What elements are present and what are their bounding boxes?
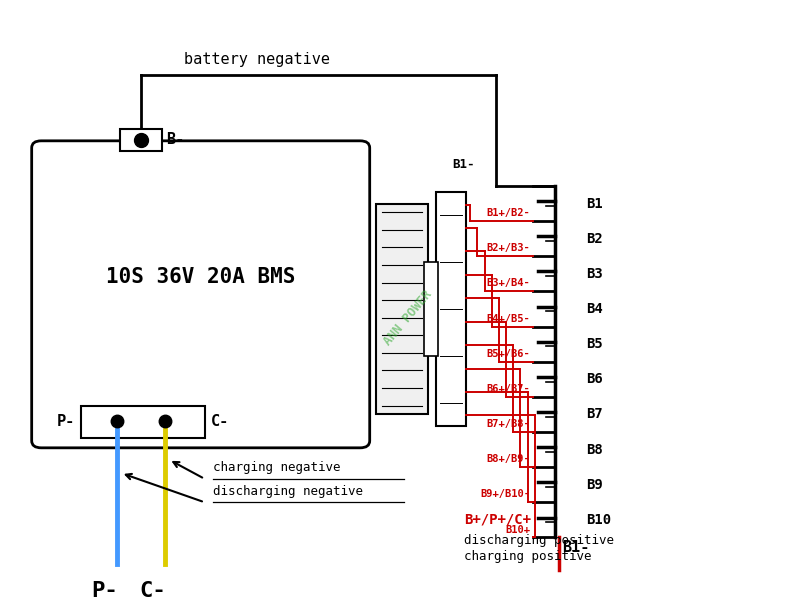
Text: B1-: B1- bbox=[452, 158, 474, 172]
Text: B4+/B5-: B4+/B5- bbox=[486, 313, 530, 324]
Bar bbox=[120, 129, 162, 151]
Text: battery negative: battery negative bbox=[183, 52, 330, 67]
Text: B9+/B10-: B9+/B10- bbox=[480, 489, 530, 500]
Text: B5: B5 bbox=[586, 337, 602, 351]
Text: B4: B4 bbox=[586, 302, 602, 316]
Text: B8: B8 bbox=[586, 443, 602, 457]
Text: B3+/B4-: B3+/B4- bbox=[486, 278, 530, 289]
Text: B7: B7 bbox=[586, 408, 602, 422]
Text: discharging negative: discharging negative bbox=[213, 484, 362, 498]
Text: B1-: B1- bbox=[562, 540, 589, 555]
Text: B1: B1 bbox=[586, 196, 602, 211]
Text: C-: C- bbox=[211, 414, 230, 429]
Text: B6+/B7-: B6+/B7- bbox=[486, 384, 530, 394]
Text: B2+/B3-: B2+/B3- bbox=[486, 243, 530, 253]
Text: B1+/B2-: B1+/B2- bbox=[486, 208, 530, 218]
Text: B-: B- bbox=[166, 132, 185, 147]
Text: B8+/B9-: B8+/B9- bbox=[486, 454, 530, 464]
Text: B10+: B10+ bbox=[505, 524, 530, 535]
Text: B3: B3 bbox=[586, 267, 602, 281]
Bar bbox=[424, 262, 438, 356]
Text: B7+/B8-: B7+/B8- bbox=[486, 419, 530, 429]
FancyBboxPatch shape bbox=[32, 141, 370, 448]
Text: B5+/B6-: B5+/B6- bbox=[486, 349, 530, 359]
Text: discharging positive: discharging positive bbox=[464, 534, 614, 547]
Text: P-: P- bbox=[57, 414, 74, 429]
Text: P-: P- bbox=[92, 582, 118, 602]
Text: B6: B6 bbox=[586, 372, 602, 387]
Text: ANN POWER: ANN POWER bbox=[382, 288, 434, 348]
Bar bbox=[436, 192, 466, 426]
Text: B+/P+/C+: B+/P+/C+ bbox=[464, 513, 530, 527]
Text: B10: B10 bbox=[586, 513, 611, 527]
Text: B9: B9 bbox=[586, 478, 602, 492]
Text: 10S 36V 20A BMS: 10S 36V 20A BMS bbox=[106, 267, 295, 287]
Text: C-: C- bbox=[139, 582, 166, 602]
Text: charging positive: charging positive bbox=[464, 550, 591, 564]
Bar bbox=[81, 406, 205, 438]
Text: B2: B2 bbox=[586, 232, 602, 246]
Text: charging negative: charging negative bbox=[213, 461, 340, 474]
Bar bbox=[376, 204, 428, 414]
